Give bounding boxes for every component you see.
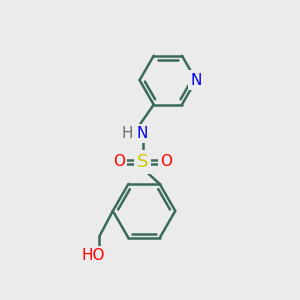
Text: N: N [137,126,148,141]
Text: O: O [113,154,125,169]
Text: HO: HO [82,248,105,263]
Text: S: S [137,153,148,171]
Text: O: O [160,154,172,169]
Text: H: H [122,126,133,141]
Text: N: N [190,73,202,88]
